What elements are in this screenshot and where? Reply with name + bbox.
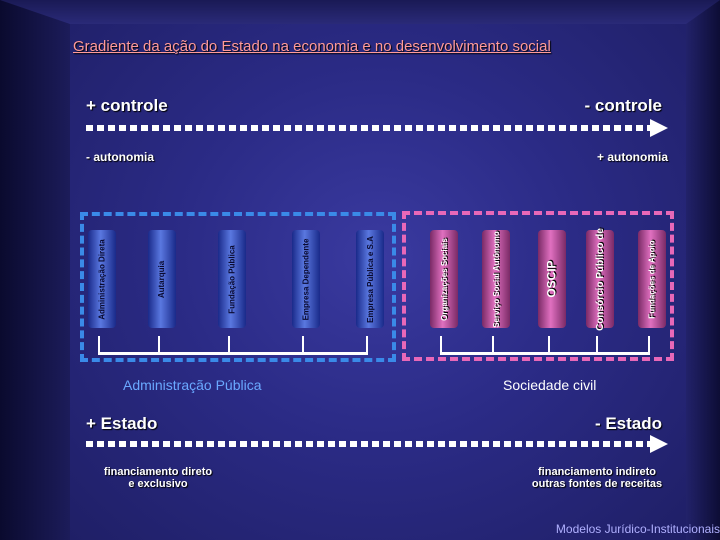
bar-oscip: OSCIP <box>538 230 566 328</box>
bar-label: Administração Direta <box>97 238 107 320</box>
bar-label: Serviço Social Autônomo <box>491 230 501 328</box>
bar-label: Organizações Sociais <box>439 237 449 321</box>
control-dotted-line <box>86 125 650 131</box>
bar-servico-social-autonomo: Serviço Social Autônomo <box>482 230 510 328</box>
bar-label: Autarquia <box>157 260 167 298</box>
bar-label: Fundação Pública <box>227 244 237 314</box>
financing-direct-line1: financiamento direto <box>103 466 213 478</box>
public-administration-box <box>80 212 396 362</box>
financing-indirect-line2: outras fontes de receitas <box>531 478 663 490</box>
bar-label: OSCIP <box>545 260 559 298</box>
label-less-autonomy: - autonomia <box>86 150 154 164</box>
label-more-autonomy: + autonomia <box>596 150 668 164</box>
bar-consorcio-publico: Consórcio Público de <box>586 227 614 331</box>
tick <box>158 336 160 352</box>
financing-direct-line2: e exclusivo <box>128 478 188 490</box>
control-arrow-icon <box>650 119 668 137</box>
frame-left <box>0 0 70 540</box>
label-more-control: + controle <box>86 96 168 115</box>
label-less-control: - controle <box>584 96 662 115</box>
footer-caption: Modelos Jurídico-Institucionais <box>555 522 720 536</box>
slide-title: Gradiente da ação do Estado na economia … <box>73 38 551 55</box>
bar-label: Consórcio Público de <box>594 227 606 331</box>
tick <box>440 336 442 352</box>
tick <box>596 336 598 352</box>
section-civil-label: Sociedade civil <box>503 377 597 393</box>
tick <box>492 336 494 352</box>
section-public-label: Administração Pública <box>123 377 262 393</box>
state-dotted-line <box>86 441 650 447</box>
bar-fundacao-publica: Fundação Pública <box>218 230 246 328</box>
tick <box>648 336 650 352</box>
public-baseline <box>98 352 368 355</box>
state-arrow-icon <box>650 435 668 453</box>
label-less-state: - Estado <box>594 414 662 433</box>
tick <box>548 336 550 352</box>
bar-label: Fundações de Apoio <box>647 239 657 319</box>
bar-fundacoes-de-apoio: Fundações de Apoio <box>638 230 666 328</box>
bar-autarquia: Autarquia <box>148 230 176 328</box>
frame-top <box>0 0 720 24</box>
tick <box>228 336 230 352</box>
bar-label: Empresa Pública e S.A <box>365 235 375 323</box>
financing-direct: financiamento direto e exclusivo <box>86 466 230 490</box>
civil-society-box <box>402 211 674 361</box>
bar-label: Empresa Dependente <box>301 238 311 320</box>
tick <box>302 336 304 352</box>
bar-organizacoes-sociais: Organizações Sociais <box>430 230 458 328</box>
civil-baseline <box>440 352 650 355</box>
frame-right <box>686 0 720 540</box>
financing-indirect-line1: financiamento indireto <box>538 466 656 478</box>
label-more-state: + Estado <box>86 414 158 433</box>
tick <box>366 336 368 352</box>
tick <box>98 336 100 352</box>
bar-empresa-publica: Empresa Pública e S.A <box>356 230 384 328</box>
financing-indirect: financiamento indireto outras fontes de … <box>520 466 674 490</box>
bar-administracao-direta: Administração Direta <box>88 230 116 328</box>
bar-empresa-dependente: Empresa Dependente <box>292 230 320 328</box>
